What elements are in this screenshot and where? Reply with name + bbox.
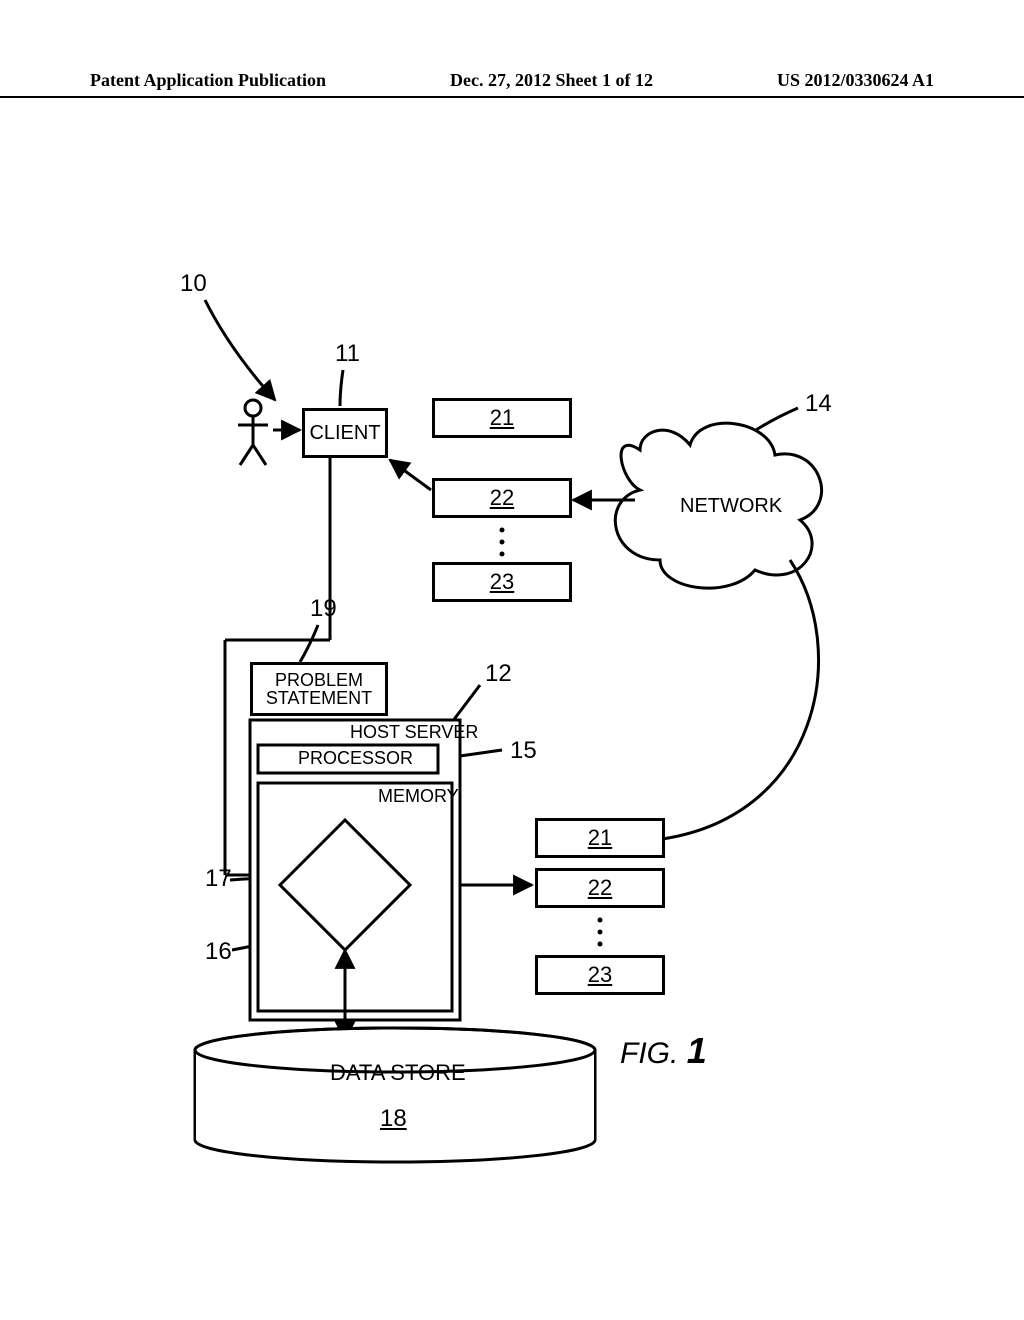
lower-box-21: 21	[535, 818, 665, 858]
lower-box-23: 23	[535, 955, 665, 995]
upper-box-22-label: 22	[490, 485, 514, 511]
fig-num: 1	[687, 1030, 707, 1071]
diagram-fig-1: 10 11 12 14 15 16 17 19 CLIENT 21 22 23 …	[0, 0, 1024, 1320]
problem-l2: STATEMENT	[266, 689, 372, 707]
upper-box-23-label: 23	[490, 569, 514, 595]
host-server-label: HOST SERVER	[350, 722, 478, 743]
upper-box-22: 22	[432, 478, 572, 518]
lower-box-22: 22	[535, 868, 665, 908]
ref-14: 14	[805, 390, 832, 418]
ref-17: 17	[205, 865, 232, 893]
ref-12: 12	[485, 660, 512, 688]
fig-prefix: FIG.	[620, 1037, 678, 1070]
data-store-label: DATA STORE	[330, 1060, 466, 1086]
ref-10: 10	[180, 270, 207, 298]
upper-box-21-label: 21	[490, 405, 514, 431]
upper-box-21: 21	[432, 398, 572, 438]
network-label: NETWORK	[680, 495, 782, 518]
ref-19: 19	[310, 595, 337, 623]
memory-label: MEMORY	[378, 786, 459, 807]
figure-label: FIG. 1	[620, 1030, 707, 1072]
diagram-svg	[0, 0, 1024, 1320]
ref-18: 18	[380, 1105, 407, 1133]
lower-box-22-label: 22	[588, 875, 612, 901]
lower-box-23-label: 23	[588, 962, 612, 988]
lower-box-21-label: 21	[588, 825, 612, 851]
user-icon	[238, 400, 268, 465]
ref-15: 15	[510, 737, 537, 765]
client-label: CLIENT	[309, 422, 380, 445]
problem-statement-box: PROBLEM STATEMENT	[250, 662, 388, 716]
ref-16: 16	[205, 938, 232, 966]
client-box: CLIENT	[302, 408, 388, 458]
ref-11: 11	[335, 340, 360, 368]
problem-l1: PROBLEM	[275, 671, 363, 689]
upper-box-23: 23	[432, 562, 572, 602]
page: Patent Application Publication Dec. 27, …	[0, 0, 1024, 1320]
processor-label: PROCESSOR	[298, 748, 413, 769]
